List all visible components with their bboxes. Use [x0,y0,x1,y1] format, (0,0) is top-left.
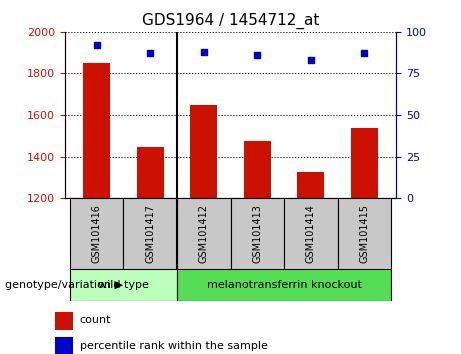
Text: GSM101415: GSM101415 [359,204,369,263]
Text: melanotransferrin knockout: melanotransferrin knockout [207,280,361,290]
Point [147,51,154,56]
Bar [83,63,110,198]
Bar [297,172,324,198]
Point [200,49,207,55]
Bar [190,105,217,198]
Point [254,52,261,58]
Bar [244,141,271,198]
Title: GDS1964 / 1454712_at: GDS1964 / 1454712_at [142,13,319,29]
Text: GSM101412: GSM101412 [199,204,209,263]
Bar [55,312,73,330]
Text: GSM101416: GSM101416 [92,204,102,263]
Text: GSM101414: GSM101414 [306,204,316,263]
Point [307,57,314,63]
Text: wild type: wild type [98,280,149,290]
Bar [70,269,177,301]
Bar [177,269,391,301]
Bar [351,127,378,198]
Bar [70,198,124,269]
Point [361,51,368,56]
Bar [55,337,73,354]
Text: genotype/variation ▶: genotype/variation ▶ [5,280,123,290]
Text: GSM101417: GSM101417 [145,204,155,263]
Bar [337,198,391,269]
Bar [177,198,230,269]
Bar [230,198,284,269]
Text: GSM101413: GSM101413 [252,204,262,263]
Point [93,42,100,48]
Bar [124,198,177,269]
Bar [284,198,337,269]
Text: count: count [80,315,112,325]
Bar [137,147,164,198]
Text: percentile rank within the sample: percentile rank within the sample [80,341,268,351]
